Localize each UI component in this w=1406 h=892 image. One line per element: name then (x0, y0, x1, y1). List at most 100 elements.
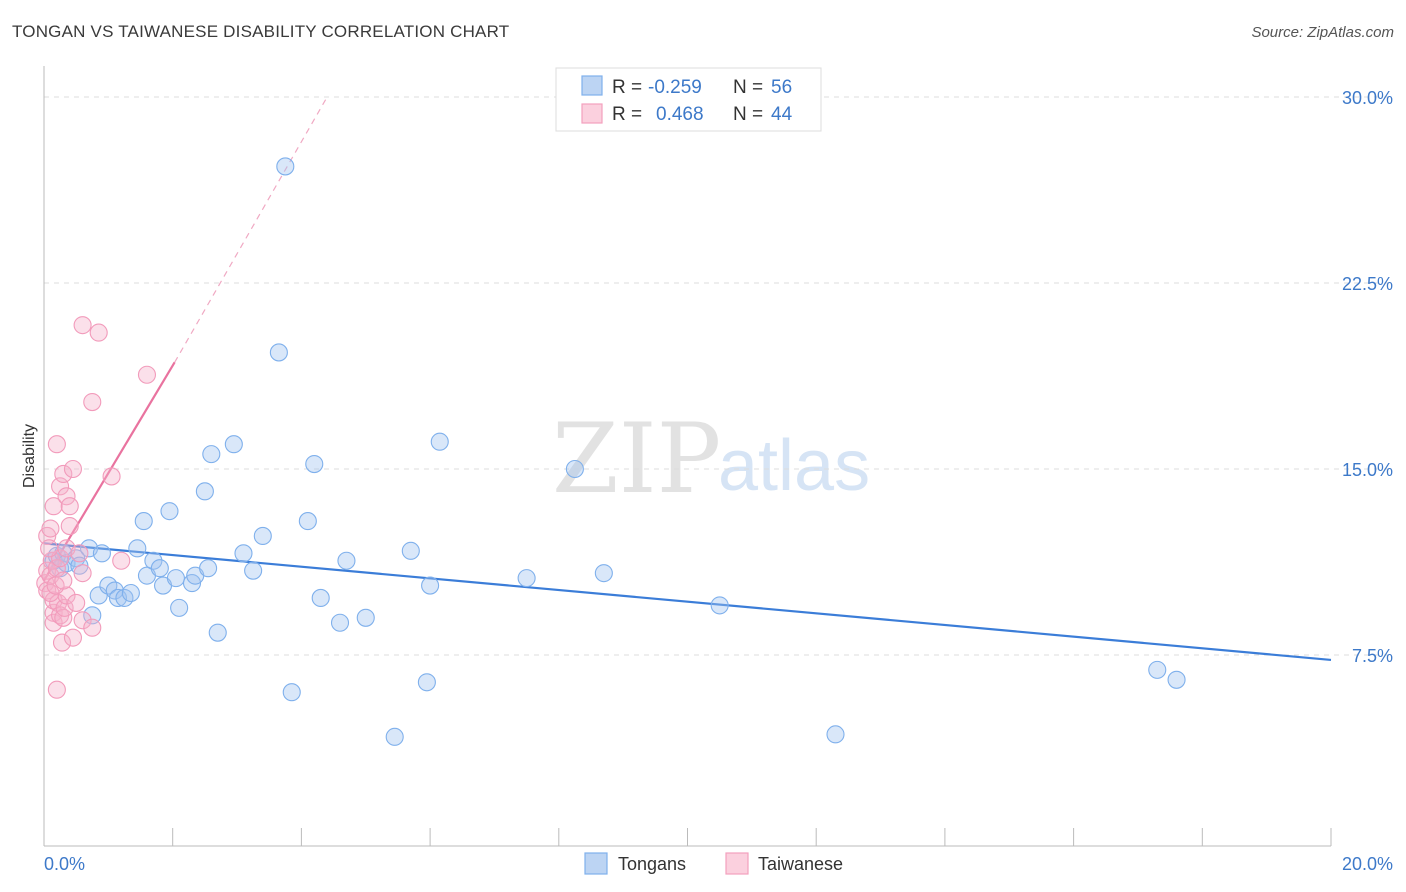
point-tongans-17 (134, 512, 153, 531)
point-tongans-24 (170, 598, 189, 617)
point-taiwanese-30 (70, 544, 89, 563)
point-taiwanese-23 (57, 487, 76, 506)
point-taiwanese-34 (83, 392, 102, 412)
axes (43, 66, 1332, 847)
legend-swatch-tongans (581, 75, 603, 96)
point-tongans-9 (89, 586, 108, 605)
trend-line-tongans (43, 542, 1332, 662)
point-tongans-48 (430, 432, 449, 451)
chart-title: TONGAN VS TAIWANESE DISABILITY CORRELATI… (12, 22, 510, 41)
point-tongans-22 (160, 502, 179, 521)
point-tongans-33 (244, 561, 263, 580)
trend-line-taiwanese (43, 361, 176, 582)
point-taiwanese-8 (44, 497, 63, 516)
point-tongans-47 (421, 576, 440, 595)
point-tongans-28 (199, 559, 218, 578)
source-label: Source: ZipAtlas.com (1251, 24, 1394, 41)
trend-lines (43, 96, 1332, 662)
point-tongans-54 (1148, 660, 1167, 679)
point-taiwanese-13 (47, 680, 66, 699)
point-tongans-55 (1167, 670, 1186, 689)
legend-swatch-taiwanese (581, 103, 603, 124)
point-tongans-32 (234, 544, 253, 563)
point-taiwanese-43 (54, 571, 73, 590)
watermark-atlas: atlas (718, 426, 870, 506)
legend-n-label-0: N = (733, 77, 763, 98)
top-legend: R = -0.259 N = 56 R = 0.468 N = 44 (555, 67, 822, 132)
bottom-legend-swatch-tongans (584, 852, 608, 875)
point-taiwanese-18 (52, 633, 72, 652)
point-tongans-49 (517, 569, 536, 588)
point-tongans-40 (311, 588, 330, 608)
gridlines (44, 96, 1393, 656)
point-tongans-27 (195, 482, 214, 501)
legend-r-label-1: R = (612, 104, 642, 125)
data-points (36, 157, 1186, 746)
point-tongans-52 (710, 596, 729, 615)
point-taiwanese-33 (73, 316, 92, 335)
bottom-legend-label-taiwanese: Taiwanese (758, 854, 843, 874)
point-tongans-19 (144, 551, 163, 570)
point-taiwanese-9 (44, 613, 63, 632)
point-taiwanese-37 (102, 467, 121, 486)
point-taiwanese-12 (47, 435, 66, 454)
point-tongans-20 (150, 559, 169, 578)
point-taiwanese-32 (73, 611, 92, 630)
point-tongans-31 (224, 435, 243, 454)
legend-r-value-0: -0.259 (648, 77, 702, 98)
y-tick-labels: 7.5% 15.0% 22.5% 30.0% (1342, 88, 1393, 666)
legend-r-label-0: R = (612, 77, 642, 98)
point-tongans-45 (401, 541, 420, 560)
point-taiwanese-39 (137, 365, 157, 384)
point-taiwanese-29 (67, 593, 86, 612)
point-tongans-23 (166, 569, 185, 588)
point-tongans-35 (269, 343, 288, 362)
point-tongans-15 (121, 583, 140, 603)
point-taiwanese-3 (38, 581, 57, 600)
y-tick-label-3: 30.0% (1342, 88, 1393, 108)
trend-line-taiwanese-extended (174, 96, 328, 363)
point-tongans-44 (385, 727, 404, 746)
point-tongans-29 (202, 445, 221, 464)
point-tongans-36 (276, 157, 295, 176)
point-tongans-51 (594, 564, 613, 583)
legend-r-value-1: 0.468 (656, 104, 704, 125)
point-tongans-30 (208, 623, 227, 642)
legend-n-value-0: 56 (771, 77, 792, 98)
point-tongans-16 (128, 539, 147, 558)
point-taiwanese-25 (60, 516, 79, 536)
bottom-legend: Tongans Taiwanese (584, 852, 843, 875)
y-axis-title: Disability (21, 424, 38, 488)
point-tongans-38 (298, 512, 317, 531)
point-taiwanese-28 (63, 459, 83, 479)
point-tongans-41 (330, 613, 350, 632)
point-tongans-34 (253, 526, 272, 546)
point-tongans-37 (282, 683, 301, 702)
legend-n-label-1: N = (733, 104, 763, 125)
point-taiwanese-41 (40, 539, 59, 558)
point-tongans-43 (356, 608, 375, 627)
point-tongans-8 (83, 606, 102, 625)
point-taiwanese-26 (60, 497, 79, 516)
point-taiwanese-20 (54, 608, 73, 627)
point-taiwanese-35 (83, 618, 102, 637)
bottom-legend-label-tongans: Tongans (618, 854, 686, 874)
point-taiwanese-36 (89, 323, 108, 342)
point-tongans-42 (337, 551, 356, 570)
x-tick-label-0: 0.0% (44, 854, 85, 874)
x-tick-labels: 0.0% 20.0% (44, 854, 1393, 874)
point-taiwanese-31 (73, 564, 92, 583)
y-tick-label-2: 22.5% (1342, 274, 1393, 294)
point-tongans-50 (565, 459, 584, 479)
bottom-legend-swatch-taiwanese (725, 852, 749, 875)
point-tongans-46 (417, 673, 436, 692)
point-taiwanese-5 (41, 519, 60, 538)
point-tongans-53 (826, 725, 845, 744)
point-taiwanese-19 (54, 464, 73, 484)
point-tongans-39 (305, 454, 324, 474)
point-tongans-10 (92, 544, 111, 563)
y-tick-label-1: 15.0% (1342, 460, 1393, 480)
watermark-zip: ZIP (552, 403, 721, 515)
point-taiwanese-38 (112, 551, 131, 570)
